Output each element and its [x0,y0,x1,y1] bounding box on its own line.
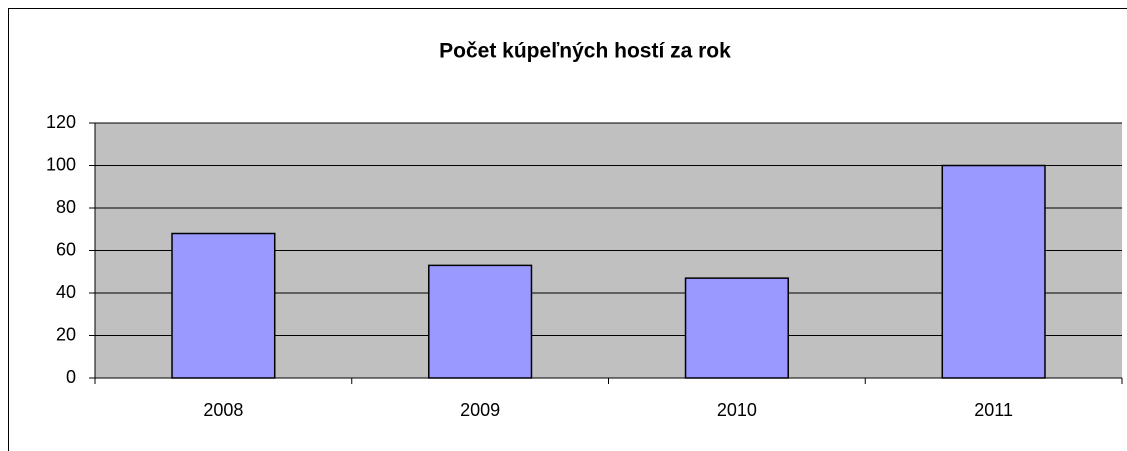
y-tick-label: 40 [56,282,76,302]
x-tick-label: 2008 [203,400,243,420]
x-tick-label: 2011 [974,400,1013,420]
y-tick-label: 120 [46,112,76,132]
y-tick-label: 60 [56,239,76,259]
y-tick-label: 100 [46,154,76,174]
x-tick-label: 2010 [717,400,757,420]
bar [428,264,533,379]
y-tick-label: 80 [56,197,76,217]
y-tick-label: 20 [56,324,76,344]
bar [171,232,276,379]
bar [941,164,1046,379]
bar [684,277,789,379]
y-tick-label: 0 [66,367,76,387]
x-tick-label: 2009 [460,400,500,420]
chart-title: Počet kúpeľných hostí za rok [439,40,731,63]
